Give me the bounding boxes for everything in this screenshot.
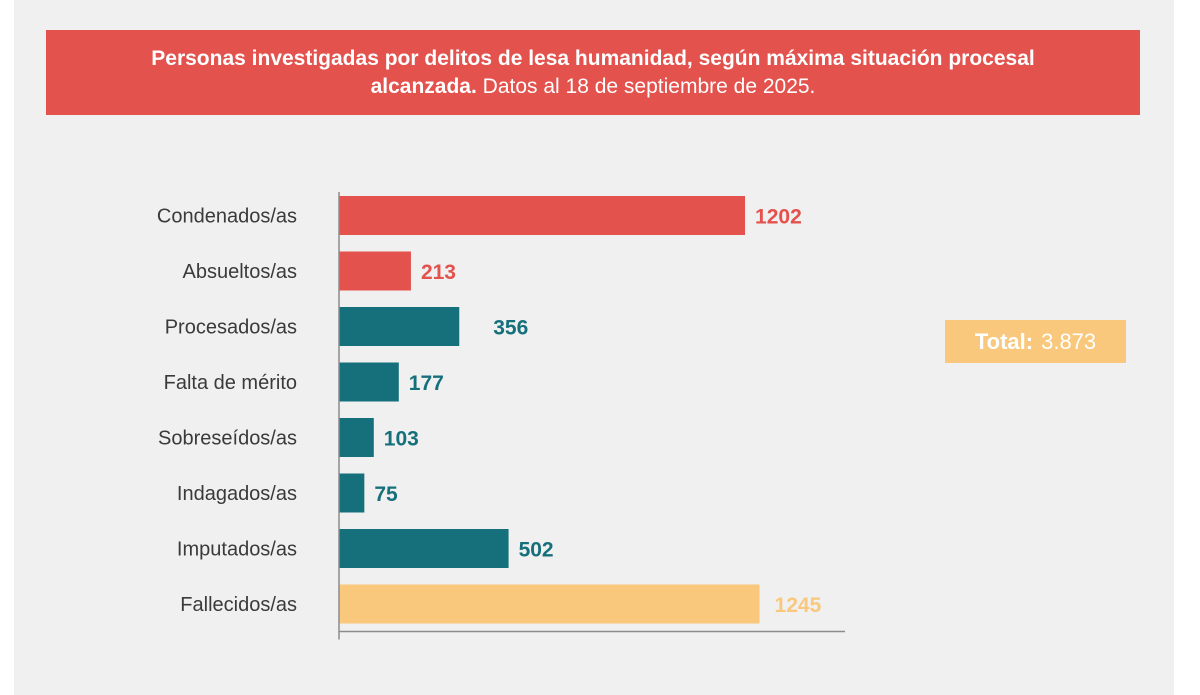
value-label-imputados-as: 502	[519, 539, 554, 562]
bar-procesados-as	[339, 307, 460, 346]
category-label-fallecidos-as: Fallecidos/as	[180, 594, 297, 616]
bar-fallecidos-as	[339, 584, 760, 624]
total-value: 3.873	[1041, 328, 1097, 354]
value-label-sobreseidos-as: 103	[384, 428, 419, 451]
category-label-condenados-as: Condenados/as	[157, 206, 297, 228]
category-label-indagados-as: Indagados/as	[177, 483, 297, 505]
value-label-falta-de-merito: 177	[409, 372, 444, 395]
value-label-indagados-as: 75	[374, 483, 398, 506]
chart-title-banner: Personas investigadas por delitos de les…	[46, 30, 1140, 115]
total-badge: Total: 3.873	[945, 320, 1126, 363]
value-label-fallecidos-as: 1245	[775, 594, 822, 617]
total-label: Total:	[974, 328, 1034, 354]
bar-indagados-as	[339, 473, 365, 513]
chart-title: Personas investigadas por delitos de les…	[106, 45, 1080, 101]
category-label-imputados-as: Imputados/as	[177, 539, 297, 561]
bar-condenados-as	[339, 196, 746, 235]
value-label-absueltos-as: 213	[421, 261, 456, 284]
category-label-sobreseidos-as: Sobreseídos/as	[158, 428, 297, 450]
category-label-procesados-as: Procesados/as	[165, 317, 297, 339]
bar-sobreseidos-as	[339, 418, 374, 457]
chart-title-date: Datos al 18 de septiembre de 2025.	[482, 74, 816, 98]
chart-title-bold: Personas investigadas por delitos de les…	[151, 46, 1035, 98]
category-label-falta-de-merito: Falta de mérito	[164, 372, 297, 394]
value-label-procesados-as: 356	[493, 317, 528, 340]
bar-imputados-as	[339, 529, 509, 568]
bar-falta-de-merito	[339, 362, 399, 402]
category-label-absueltos-as: Absueltos/as	[182, 261, 297, 283]
bar-absueltos-as	[339, 251, 411, 291]
value-label-condenados-as: 1202	[755, 206, 802, 229]
